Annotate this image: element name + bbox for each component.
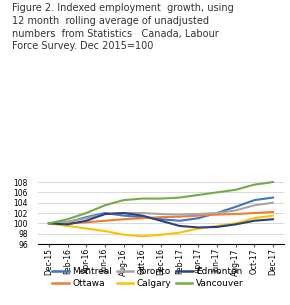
Line: Toronto: Toronto — [49, 203, 273, 223]
Montreal — [103, 211, 107, 215]
Toronto — [159, 212, 163, 216]
Line: Vancouver: Vancouver — [49, 182, 273, 223]
Vancouver — [159, 197, 163, 200]
Edmonton — [271, 217, 275, 221]
Ottawa — [215, 213, 219, 217]
Calgary — [271, 214, 275, 217]
Montreal — [197, 216, 200, 220]
Calgary — [84, 227, 88, 230]
Calgary — [103, 229, 107, 233]
Toronto — [271, 201, 275, 205]
Calgary — [141, 235, 144, 238]
Edmonton — [84, 219, 88, 223]
Calgary — [159, 233, 163, 237]
Toronto — [197, 212, 200, 216]
Toronto — [66, 220, 69, 224]
Ottawa — [197, 214, 200, 217]
Legend: Montreal, Ottawa, Toronto, Calgary, Edmonton, Vancouver: Montreal, Ottawa, Toronto, Calgary, Edmo… — [52, 267, 243, 288]
Vancouver — [234, 188, 238, 192]
Ottawa — [66, 221, 69, 225]
Vancouver — [178, 196, 181, 199]
Ottawa — [47, 221, 51, 225]
Ottawa — [271, 210, 275, 214]
Montreal — [234, 205, 238, 209]
Toronto — [178, 213, 181, 217]
Edmonton — [47, 221, 51, 225]
Ottawa — [141, 216, 144, 220]
Montreal — [84, 215, 88, 219]
Ottawa — [178, 215, 181, 218]
Text: Figure 2. Indexed employment  growth, using
12 month  rolling average of unadjus: Figure 2. Indexed employment growth, usi… — [12, 3, 233, 52]
Edmonton — [234, 223, 238, 226]
Montreal — [178, 219, 181, 223]
Line: Montreal: Montreal — [49, 198, 273, 223]
Vancouver — [103, 203, 107, 207]
Ottawa — [103, 219, 107, 223]
Calgary — [197, 227, 200, 230]
Calgary — [234, 221, 238, 225]
Montreal — [66, 221, 69, 224]
Toronto — [253, 203, 256, 207]
Edmonton — [159, 219, 163, 223]
Ottawa — [84, 221, 88, 224]
Toronto — [234, 209, 238, 212]
Montreal — [159, 217, 163, 221]
Line: Calgary: Calgary — [49, 216, 273, 236]
Montreal — [253, 198, 256, 202]
Vancouver — [84, 211, 88, 215]
Toronto — [84, 216, 88, 220]
Vancouver — [66, 217, 69, 221]
Toronto — [122, 211, 125, 215]
Edmonton — [66, 223, 69, 226]
Line: Ottawa: Ottawa — [49, 212, 273, 223]
Toronto — [141, 211, 144, 215]
Edmonton — [141, 214, 144, 217]
Edmonton — [197, 226, 200, 229]
Ottawa — [122, 217, 125, 221]
Calgary — [178, 231, 181, 235]
Toronto — [47, 221, 51, 225]
Montreal — [122, 214, 125, 217]
Vancouver — [122, 198, 125, 202]
Calgary — [215, 224, 219, 228]
Vancouver — [215, 191, 219, 194]
Calgary — [253, 216, 256, 220]
Vancouver — [271, 180, 275, 184]
Vancouver — [197, 193, 200, 197]
Toronto — [215, 211, 219, 215]
Vancouver — [253, 183, 256, 186]
Calgary — [66, 224, 69, 228]
Montreal — [47, 221, 51, 225]
Ottawa — [159, 215, 163, 219]
Edmonton — [178, 224, 181, 228]
Edmonton — [253, 219, 256, 223]
Vancouver — [141, 197, 144, 200]
Edmonton — [103, 212, 107, 216]
Montreal — [215, 211, 219, 215]
Toronto — [103, 212, 107, 216]
Calgary — [122, 233, 125, 237]
Edmonton — [122, 211, 125, 215]
Edmonton — [215, 225, 219, 229]
Line: Edmonton: Edmonton — [49, 213, 273, 228]
Montreal — [271, 196, 275, 199]
Ottawa — [234, 212, 238, 216]
Vancouver — [47, 221, 51, 225]
Calgary — [47, 221, 51, 225]
Montreal — [141, 215, 144, 219]
Ottawa — [253, 211, 256, 215]
